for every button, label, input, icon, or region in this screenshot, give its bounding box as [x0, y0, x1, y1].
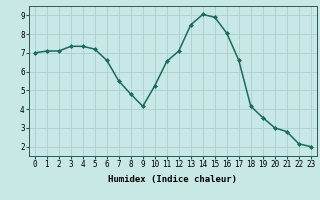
X-axis label: Humidex (Indice chaleur): Humidex (Indice chaleur) [108, 175, 237, 184]
